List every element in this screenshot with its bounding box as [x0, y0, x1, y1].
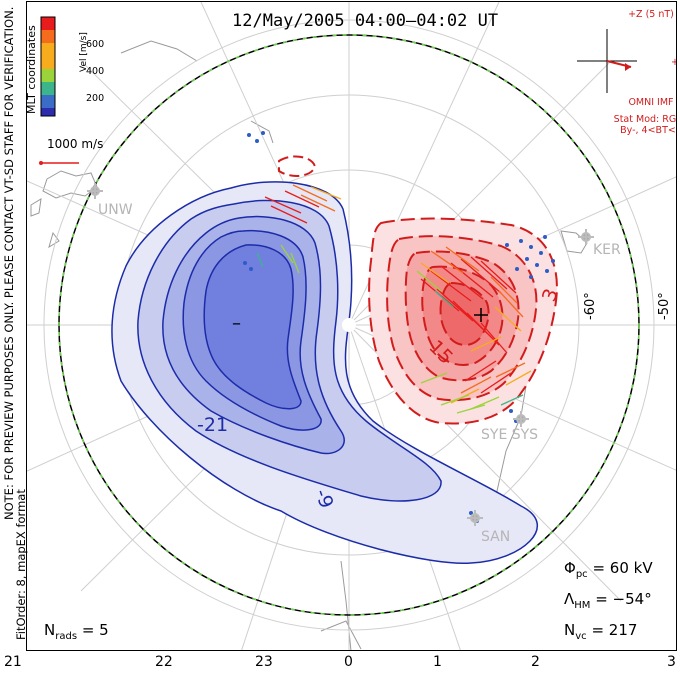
mlt-tick-2: 2: [531, 654, 540, 670]
station-unw: UNW: [98, 202, 133, 218]
velocity-scale-vector: [39, 161, 79, 165]
latitude-label-50: -50°: [657, 292, 672, 320]
imf-model: OMNI IMF: [628, 97, 674, 108]
potential-min-marker: –: [232, 313, 241, 334]
station-san: SAN: [481, 529, 511, 545]
hm-boundary-latitude: ΛHM = −54°: [564, 590, 652, 611]
radar-markers: [87, 183, 594, 526]
negative-potential-cell: [111, 181, 538, 564]
colorbar-tick-400: 400: [86, 66, 105, 77]
station-sye-sys: SYE SYS: [481, 427, 539, 443]
imf-bins: By-, 4<BT<6: [620, 125, 677, 136]
colorbar-tick-600: 600: [86, 39, 105, 50]
vector-count: Nvc = 217: [564, 621, 638, 642]
pole-marker: [342, 318, 356, 332]
fit-order-note: FitOrder: 8, mapEX format: [14, 489, 28, 640]
plot-title: 12/May/2005 04:00–04:02 UT: [232, 11, 499, 31]
cross-polar-potential: Φpc = 60 kV: [564, 559, 653, 580]
station-ker: KER: [593, 242, 621, 258]
velocity-scale-label: 1000 m/s: [47, 137, 104, 151]
velocity-colorbar: [40, 16, 56, 117]
latitude-label-60: -60°: [583, 292, 598, 320]
contour-label-neg21: -21: [197, 414, 229, 436]
convection-map: [27, 2, 676, 650]
preview-note: NOTE: FOR PREVIEW PURPOSES ONLY. PLEASE …: [2, 6, 16, 520]
coordinate-label: MLT coordinates: [26, 25, 38, 114]
mlt-tick-3: 3: [667, 654, 676, 670]
imf-dial: [577, 29, 637, 93]
mlt-tick-1: 1: [433, 654, 442, 670]
mlt-tick-23: 23: [255, 654, 273, 670]
imf-z-label: +Z (5 nT): [628, 9, 674, 20]
colorbar-tick-200: 200: [86, 93, 105, 104]
mlt-tick-0: 0: [344, 654, 353, 670]
stat-model: Stat Mod: RG96: [613, 114, 677, 125]
cusp-contour: [278, 155, 317, 177]
plot-frame: 12/May/2005 04:00–04:02 UT MLT coordinat…: [26, 1, 677, 651]
radar-count: Nrads = 5: [44, 621, 109, 642]
imf-y-label: +Y: [671, 57, 676, 68]
imf-info: +Z (5 nT) +Y OMNI IMF Stat Mod: RG96 By-…: [601, 9, 677, 136]
mlt-tick-21: 21: [4, 654, 22, 670]
neg-contour-5: [203, 244, 302, 410]
mlt-tick-22: 22: [155, 654, 173, 670]
positive-potential-cell: [368, 217, 558, 425]
